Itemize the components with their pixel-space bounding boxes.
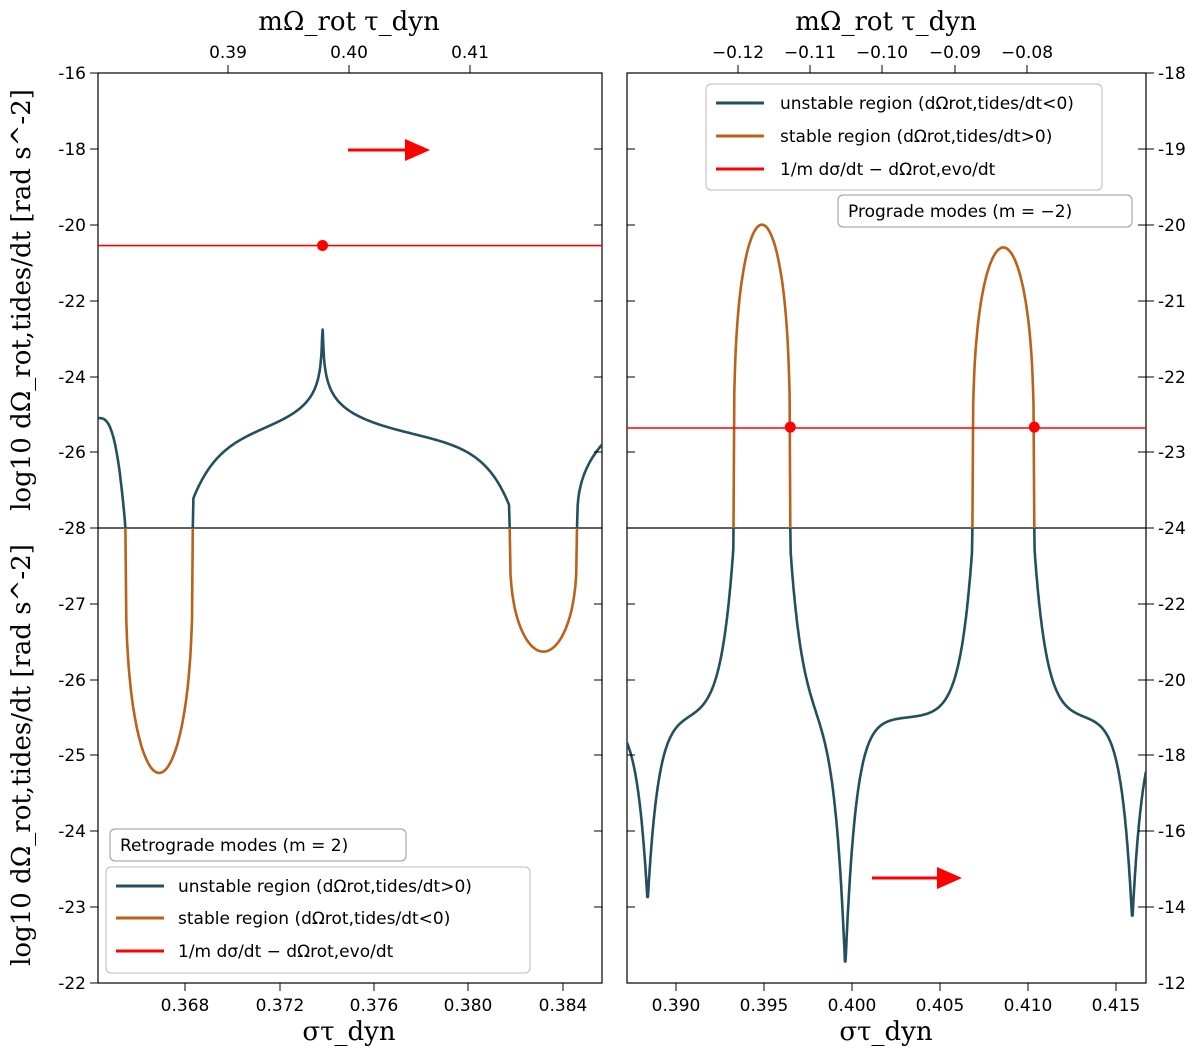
xtick-label: 0.415: [1092, 996, 1141, 1016]
ytick-label: -20: [58, 216, 86, 236]
ytick-label: -19: [1158, 140, 1186, 160]
unstable-curve: [191, 328, 511, 529]
right-legend: unstable region (dΩrot,tides/dt<0) stabl…: [705, 83, 1103, 191]
ytick-label: -12: [1158, 974, 1186, 994]
xtick-label: 0.390: [652, 996, 701, 1016]
unstable-curve: [789, 527, 974, 963]
xtick-label: 0.405: [916, 996, 965, 1016]
left-bottom-xticks: 0.368 0.372 0.376 0.380 0.384: [161, 983, 588, 1016]
legend-label: 1/m dσ/dt − dΩrot,evo/dt: [780, 160, 996, 180]
right-upper-yticks: -18 -19 -20 -21 -22 -23 -24: [627, 64, 1186, 539]
ytick-label: -18: [1158, 64, 1186, 84]
left-upper-ylabel: log10 dΩ_rot,tides/dt [rad s^-2]: [7, 89, 37, 511]
xtick-label: 0.384: [539, 996, 588, 1016]
ytick-label: -22: [1158, 368, 1186, 388]
ytick-label: -18: [58, 140, 86, 160]
stable-curve: [508, 527, 579, 653]
left-upper-yticks: -16 -18 -20 -22 -24 -26 -28: [58, 64, 602, 539]
unstable-curve: [575, 443, 602, 529]
right-bottom-axis-title: στ_dyn: [839, 1017, 932, 1047]
ytick-label: -27: [58, 595, 86, 615]
legend-label: 1/m dσ/dt − dΩrot,evo/dt: [178, 942, 394, 962]
left-intersection-point: [317, 240, 329, 252]
ytick-label: -24: [58, 368, 86, 388]
xtick-label: 0.368: [161, 996, 210, 1016]
top-xtick-label: 0.41: [451, 43, 489, 63]
ytick-label: -24: [58, 822, 86, 842]
ytick-label: -18: [1158, 746, 1186, 766]
xtick-label: 0.372: [256, 996, 305, 1016]
ytick-label: -20: [1158, 671, 1186, 691]
stable-curve: [732, 223, 792, 529]
ytick-label: -25: [58, 746, 86, 766]
legend-label: unstable region (dΩrot,tides/dt<0): [780, 94, 1074, 114]
xtick-label: 0.395: [740, 996, 789, 1016]
xtick-label: 0.380: [444, 996, 493, 1016]
top-xtick-label: 0.40: [330, 43, 368, 63]
right-title-text: Prograde modes (m = −2): [848, 202, 1072, 222]
top-xtick-label: −0.11: [784, 43, 836, 63]
left-bottom-axis-title: στ_dyn: [302, 1017, 395, 1047]
ytick-label: -23: [58, 898, 86, 918]
xtick-label: 0.410: [1004, 996, 1053, 1016]
ytick-label: -23: [1158, 443, 1186, 463]
ytick-label: -20: [1158, 216, 1186, 236]
xtick-label: 0.376: [350, 996, 399, 1016]
ytick-label: -26: [58, 443, 86, 463]
right-arrow: [872, 867, 962, 889]
right-top-axis-title: mΩ_rot τ_dyn: [795, 7, 977, 37]
unstable-curve: [627, 527, 735, 899]
unstable-curve: [1033, 527, 1146, 917]
right-panel: -18 -19 -20 -21 -22 -23 -24 -22 -20 -18 …: [626, 7, 1186, 1047]
legend-label: unstable region (dΩrot,tides/dt>0): [178, 877, 472, 897]
left-legend: unstable region (dΩrot,tides/dt>0) stabl…: [105, 866, 531, 974]
ytick-label: -22: [1158, 595, 1186, 615]
top-xtick-label: −0.08: [1001, 43, 1053, 63]
legend-label: stable region (dΩrot,tides/dt<0): [178, 909, 450, 929]
left-arrow: [348, 139, 430, 161]
left-panel: -16 -18 -20 -22 -24 -26 -28 -27 -26 -25 …: [7, 7, 603, 1047]
ytick-label: -14: [1158, 898, 1186, 918]
ytick-label: -16: [58, 64, 86, 84]
left-title-text: Retrograde modes (m = 2): [120, 836, 348, 856]
left-lower-ylabel: log10 dΩ_rot,tides/dt [rad s^-2]: [7, 544, 37, 966]
ytick-label: -24: [1158, 519, 1186, 539]
top-xtick-label: −0.09: [929, 43, 981, 63]
ytick-label: -28: [58, 519, 86, 539]
right-intersection-point: [784, 421, 796, 433]
right-lower-yticks: -22 -20 -18 -16 -14 -12: [627, 595, 1186, 994]
right-intersection-point: [1028, 421, 1040, 433]
top-xtick-label: 0.39: [209, 43, 247, 63]
ytick-label: -22: [58, 292, 86, 312]
right-curves: [627, 223, 1146, 963]
stable-curve: [124, 527, 195, 775]
left-top-xticks: 0.39 0.40 0.41: [209, 43, 489, 73]
unstable-curve: [98, 416, 127, 529]
xtick-label: 0.400: [828, 996, 877, 1016]
right-top-xticks: −0.12 −0.11 −0.10 −0.09 −0.08: [712, 43, 1053, 73]
left-title-box: Retrograde modes (m = 2): [109, 828, 407, 862]
right-title-box: Prograde modes (m = −2): [837, 194, 1133, 228]
top-xtick-label: −0.12: [712, 43, 764, 63]
left-curves: [98, 328, 602, 775]
left-lower-yticks: -27 -26 -25 -24 -23 -22: [58, 595, 602, 994]
stable-curve: [971, 246, 1036, 529]
ytick-label: -16: [1158, 822, 1186, 842]
right-bottom-xticks: 0.390 0.395 0.400 0.405 0.410 0.415: [652, 983, 1141, 1016]
ytick-label: -21: [1158, 292, 1186, 312]
legend-label: stable region (dΩrot,tides/dt>0): [780, 127, 1052, 147]
left-top-axis-title: mΩ_rot τ_dyn: [258, 7, 440, 37]
top-xtick-label: −0.10: [856, 43, 908, 63]
ytick-label: -26: [58, 671, 86, 691]
ytick-label: -22: [58, 974, 86, 994]
